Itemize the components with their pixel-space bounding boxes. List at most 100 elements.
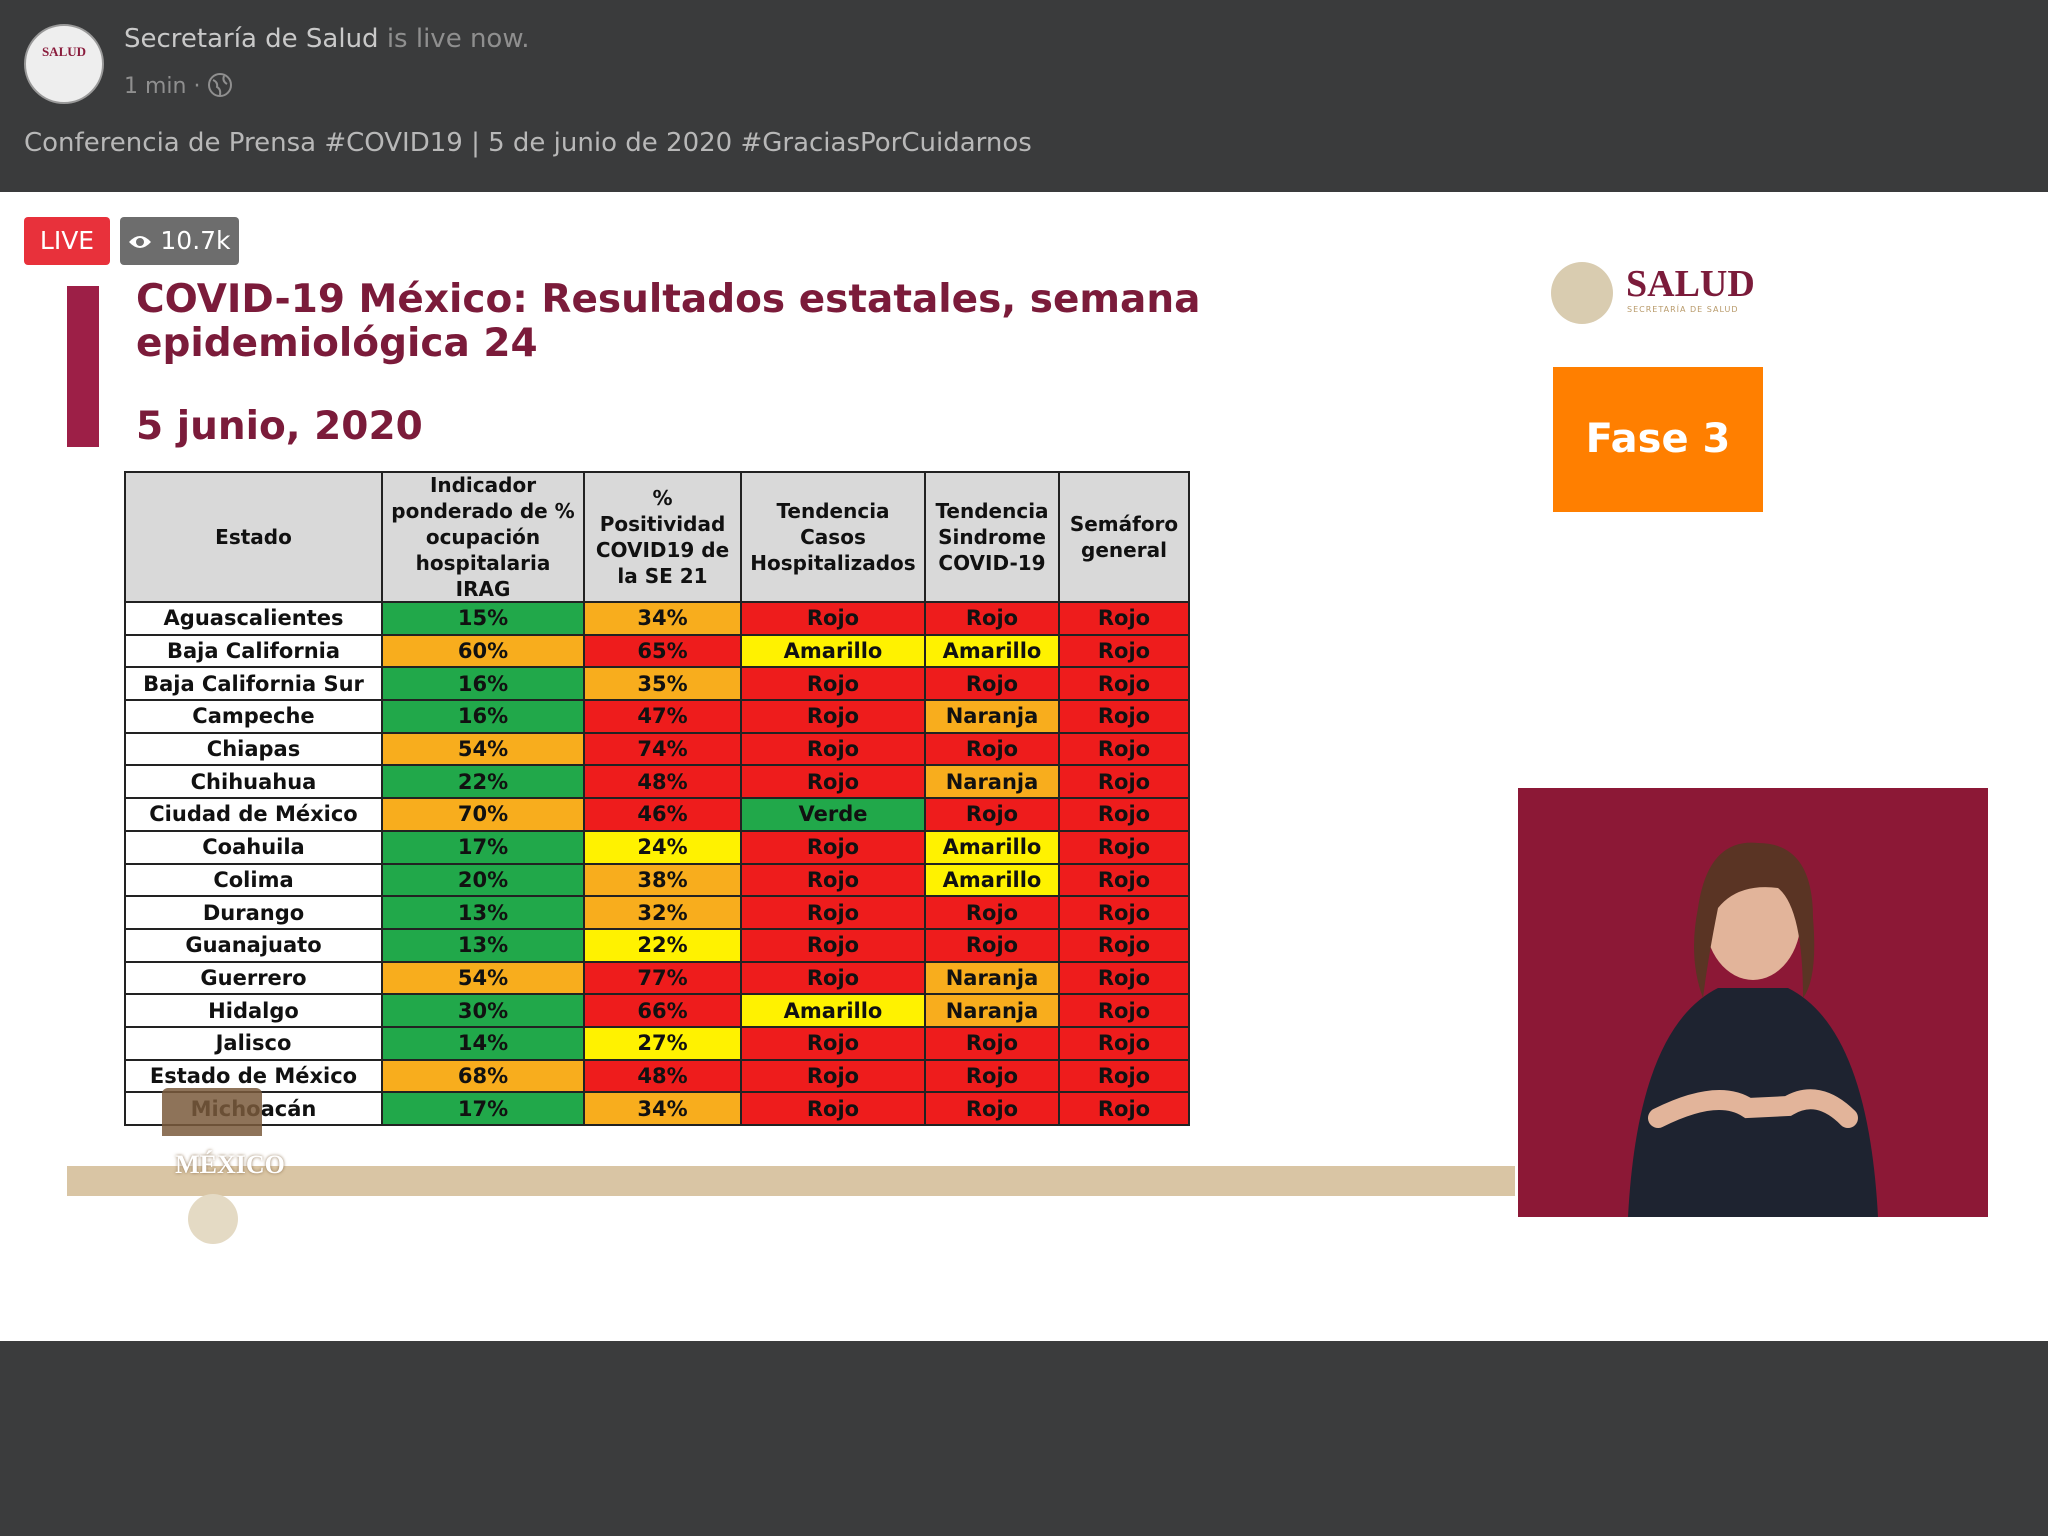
table-cell: Rojo [926,1093,1060,1126]
time[interactable]: 1 min [124,74,187,99]
table-cell: Rojo [742,897,926,930]
table-cell: 16% [383,701,585,734]
globe-icon [208,73,233,97]
table-cell: Amarillo [926,864,1060,898]
slide-date: 5 junio, 2020 [136,404,423,449]
post-description: Conferencia de Prensa #COVID19 | 5 de ju… [24,128,1032,158]
table-cell: Rojo [1060,766,1190,800]
table-cell: Rojo [742,701,926,734]
state-name: Chiapas [124,733,383,767]
post-header [0,0,2048,192]
table-cell: 34% [585,1093,742,1126]
table-cell: Naranja [926,766,1060,800]
page-name-line: Secretaría de Salud is live now. [124,24,530,54]
table-cell: Rojo [1060,995,1190,1028]
table-cell: Rojo [1060,668,1190,702]
footer-band [67,1166,1515,1196]
state-name: Baja California Sur [124,668,383,702]
table-cell: 20% [383,864,585,898]
table-cell: Rojo [1060,733,1190,767]
state-name: Aguascalientes [124,603,383,636]
table-cell: Rojo [926,897,1060,930]
live-status: is live now. [386,24,530,54]
table-cell: Rojo [1060,897,1190,930]
table-cell: 17% [383,831,585,865]
table-cell: Rojo [1060,1060,1190,1094]
table-cell: 70% [383,799,585,832]
footer-logo: MÉXICO [175,1150,285,1179]
table-cell: Rojo [1060,701,1190,734]
post-time[interactable]: 1 min · [124,72,233,99]
table-cell: 46% [585,799,742,832]
table-cell: 38% [585,864,742,898]
table-cell: 22% [383,766,585,800]
table-cell: 65% [585,635,742,669]
table-cell: Rojo [742,603,926,636]
table-cell: 22% [585,929,742,963]
state-name: Coahuila [124,831,383,865]
table-cell: Rojo [926,733,1060,767]
interpreter-video [1518,788,1988,1217]
column-header: Semáforo general [1060,471,1190,603]
footer-seal [188,1194,238,1244]
table-cell: Naranja [926,962,1060,996]
table-cell: Amarillo [926,831,1060,865]
state-name: Ciudad de México [124,799,383,832]
table-cell: Rojo [1060,831,1190,865]
column-header: Estado [124,471,383,603]
table-cell: 35% [585,668,742,702]
table-cell: 27% [585,1027,742,1061]
column-header: Tendencia Casos Hospitalizados [742,471,926,603]
table-cell: Rojo [1060,929,1190,963]
state-name: Jalisco [124,1027,383,1061]
views: 10.7k [160,226,231,255]
state-name: Guerrero [124,962,383,996]
table-cell: 54% [383,733,585,767]
state-name: Guanajuato [124,929,383,963]
table-cell: 74% [585,733,742,767]
table-cell: Rojo [742,1093,926,1126]
table-cell: 24% [585,831,742,865]
table-cell: 66% [585,995,742,1028]
salud-logo-sub: SECRETARÍA DE SALUD [1627,305,1739,314]
table-cell: Rojo [926,1027,1060,1061]
state-name: Baja California [124,635,383,669]
bottom-bar [0,1341,2048,1536]
table-cell: 16% [383,668,585,702]
table-cell: Naranja [926,701,1060,734]
footer-figures [162,1088,262,1136]
table-cell: Rojo [1060,962,1190,996]
table-cell: 30% [383,995,585,1028]
table-cell: 54% [383,962,585,996]
table-cell: Rojo [742,1060,926,1094]
table-cell: 68% [383,1060,585,1094]
page-name[interactable]: Secretaría de Salud [124,24,379,54]
table-cell: Rojo [1060,799,1190,832]
table-cell: Rojo [926,668,1060,702]
table-cell: Rojo [1060,603,1190,636]
column-header: % Positividad COVID19 de la SE 21 [585,471,742,603]
table-cell: 15% [383,603,585,636]
table-cell: 48% [585,766,742,800]
viewer-count: 10.7k [120,217,239,265]
avatar[interactable]: SALUD [24,24,104,104]
table-cell: Rojo [926,603,1060,636]
results-table: Estado Indicador ponderado de % ocupación… [124,471,1190,1126]
state-name: Chihuahua [124,766,383,800]
table-cell: Rojo [1060,864,1190,898]
table-cell: 47% [585,701,742,734]
table-cell: 48% [585,1060,742,1094]
interpreter [1628,842,1878,1217]
table-cell: Amarillo [926,635,1060,669]
state-name: Campeche [124,701,383,734]
table-cell: Rojo [1060,1027,1190,1061]
table-cell: Rojo [742,864,926,898]
table-cell: 17% [383,1093,585,1126]
table-cell: Rojo [926,929,1060,963]
table-cell: 14% [383,1027,585,1061]
table-cell: Rojo [742,929,926,963]
accent-bar [67,286,99,447]
table-cell: Rojo [742,766,926,800]
table-cell: Amarillo [742,995,926,1028]
table-cell: Rojo [1060,635,1190,669]
